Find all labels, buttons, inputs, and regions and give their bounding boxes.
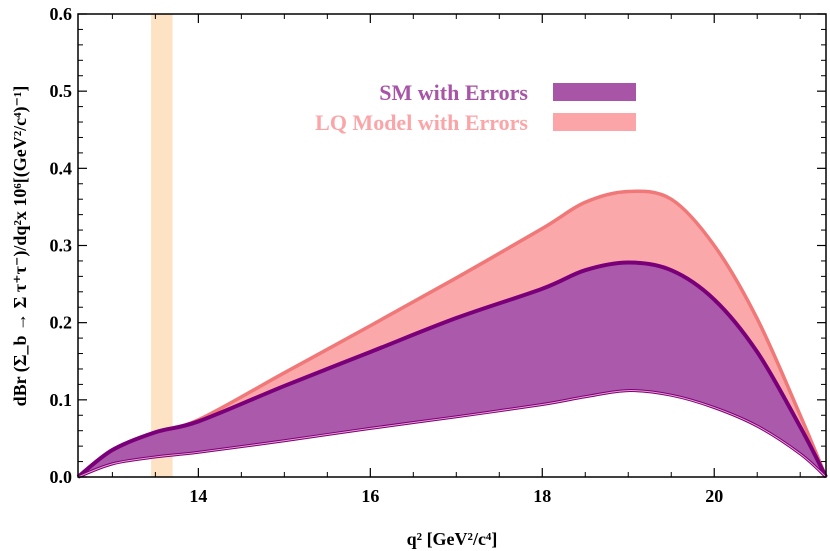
legend-swatch-lq-model-with-errors bbox=[553, 113, 636, 131]
area-sm-with-errors bbox=[78, 262, 826, 477]
vertical-band-layer bbox=[151, 14, 173, 477]
y-tick-label: 0.4 bbox=[50, 158, 73, 178]
legend-label-lq-model-with-errors: LQ Model with Errors bbox=[315, 110, 528, 135]
axis-labels: q² [GeV²/c⁴] dBr (Σ_b → Σ τ⁺τ⁻)/dq²x 10⁶[… bbox=[10, 86, 497, 549]
area-layer bbox=[76, 189, 828, 479]
upper-edge-sm-with-errors bbox=[76, 260, 828, 479]
tick-layer: 14 16 18 20 0.0 0.1 0.2 0.3 0.4 0.5 0.6 bbox=[50, 4, 826, 506]
y-tick-label: 0.3 bbox=[50, 236, 73, 256]
legend-label-sm-with-errors: SM with Errors bbox=[379, 80, 528, 105]
x-tick-label: 20 bbox=[705, 486, 723, 506]
x-tick-label: 16 bbox=[361, 486, 379, 506]
y-tick-label: 0.0 bbox=[50, 467, 73, 487]
y-tick-label: 0.6 bbox=[50, 4, 73, 24]
highlight-band bbox=[151, 14, 173, 477]
x-axis-title: q² [GeV²/c⁴] bbox=[407, 529, 498, 549]
legend-swatch-sm-with-errors bbox=[553, 83, 636, 101]
x-tick-label: 18 bbox=[533, 486, 551, 506]
y-tick-label: 0.5 bbox=[50, 81, 73, 101]
legend: SM with Errors LQ Model with Errors bbox=[315, 80, 636, 135]
x-tick-label: 14 bbox=[189, 486, 207, 506]
y-axis-title: dBr (Σ_b → Σ τ⁺τ⁻)/dq²x 10⁶[(GeV²/c⁴)⁻¹] bbox=[10, 86, 31, 407]
y-tick-label: 0.1 bbox=[50, 390, 73, 410]
lower-edge-highlight-sm bbox=[77, 390, 827, 478]
y-tick-label: 0.2 bbox=[50, 313, 73, 333]
